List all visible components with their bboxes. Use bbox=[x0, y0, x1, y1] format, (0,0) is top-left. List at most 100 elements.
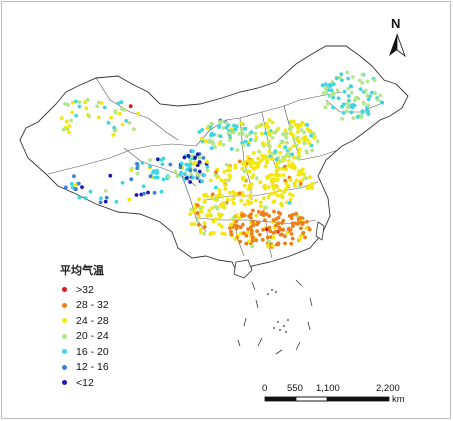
station-dot bbox=[321, 91, 326, 95]
station-dot bbox=[198, 227, 203, 232]
station-dot bbox=[233, 237, 238, 241]
station-dot bbox=[288, 146, 293, 151]
station-dot bbox=[281, 173, 286, 177]
station-dot bbox=[290, 224, 295, 229]
station-dot bbox=[331, 91, 336, 96]
station-dot bbox=[112, 125, 117, 130]
station-dot bbox=[358, 87, 363, 92]
station-dot bbox=[266, 244, 271, 249]
station-dot bbox=[365, 79, 370, 84]
station-dot bbox=[234, 213, 239, 218]
taiwan-island bbox=[315, 221, 325, 241]
station-dot bbox=[270, 243, 275, 248]
station-dot bbox=[217, 141, 222, 146]
station-dot bbox=[305, 219, 309, 224]
station-dot bbox=[239, 231, 243, 236]
station-dot bbox=[83, 196, 88, 201]
station-dot bbox=[292, 155, 296, 160]
station-dot bbox=[278, 188, 282, 193]
station-dot bbox=[220, 194, 225, 199]
station-dot bbox=[246, 227, 251, 232]
station-dot bbox=[241, 143, 246, 148]
station-dot bbox=[256, 210, 261, 214]
station-dot bbox=[296, 151, 301, 156]
station-dot bbox=[213, 204, 218, 209]
station-dot bbox=[103, 199, 108, 204]
station-dot bbox=[249, 228, 254, 233]
legend-label: 16 - 20 bbox=[76, 345, 109, 358]
station-dot bbox=[309, 133, 313, 138]
station-dot bbox=[186, 154, 191, 158]
station-dot bbox=[346, 86, 351, 91]
station-dot bbox=[280, 203, 284, 208]
station-dot bbox=[273, 229, 278, 234]
station-dot bbox=[249, 231, 254, 236]
station-dot bbox=[151, 169, 156, 174]
station-dot bbox=[286, 163, 291, 168]
station-dot bbox=[286, 159, 291, 163]
station-dot bbox=[289, 232, 294, 236]
station-dot bbox=[134, 193, 139, 197]
station-dot bbox=[77, 195, 82, 200]
scale-unit: km bbox=[392, 394, 405, 405]
station-dot bbox=[254, 213, 259, 218]
station-dot bbox=[346, 105, 350, 110]
station-dot bbox=[290, 161, 295, 166]
station-dot bbox=[239, 127, 244, 132]
station-dot bbox=[346, 76, 351, 81]
legend-title: 平均气温 bbox=[60, 264, 104, 277]
station-dot bbox=[106, 120, 111, 125]
station-dot bbox=[294, 178, 299, 183]
legend-label: <12 bbox=[76, 376, 94, 389]
station-dot bbox=[99, 196, 103, 201]
station-dot bbox=[193, 155, 198, 160]
station-dot bbox=[96, 115, 101, 120]
station-dot bbox=[266, 195, 271, 200]
station-dot bbox=[249, 215, 253, 220]
station-dot bbox=[210, 206, 215, 210]
scale-bar bbox=[264, 396, 390, 402]
station-dot bbox=[267, 225, 272, 230]
station-dot bbox=[273, 190, 278, 195]
station-dot bbox=[209, 146, 214, 151]
station-dot bbox=[136, 111, 141, 116]
station-dot bbox=[254, 135, 259, 140]
station-dot bbox=[201, 156, 206, 160]
station-dot bbox=[274, 184, 278, 189]
station-dot bbox=[225, 168, 230, 173]
station-dot bbox=[76, 181, 81, 186]
station-dot bbox=[198, 230, 203, 235]
station-dot bbox=[189, 222, 194, 227]
station-dot bbox=[223, 178, 228, 183]
station-dot bbox=[268, 144, 272, 149]
station-dot bbox=[67, 130, 71, 135]
station-dot bbox=[232, 130, 236, 134]
station-dot bbox=[220, 204, 225, 209]
station-dot bbox=[331, 105, 335, 110]
station-dot bbox=[284, 135, 289, 140]
station-dot bbox=[212, 132, 216, 137]
station-dot bbox=[262, 185, 267, 189]
station-dot bbox=[292, 137, 296, 141]
station-dot bbox=[197, 173, 202, 178]
station-dot bbox=[217, 124, 222, 128]
station-dot bbox=[299, 234, 303, 238]
station-dot bbox=[264, 155, 269, 160]
station-dot bbox=[243, 139, 248, 144]
station-dot bbox=[249, 200, 254, 205]
station-dot bbox=[205, 126, 210, 131]
station-dot bbox=[334, 76, 339, 81]
station-dot bbox=[129, 177, 134, 182]
station-dot bbox=[197, 197, 201, 202]
station-dot bbox=[240, 213, 244, 217]
station-dot bbox=[197, 155, 202, 160]
station-dot bbox=[256, 156, 260, 161]
station-dot bbox=[263, 164, 268, 169]
station-dot bbox=[256, 220, 261, 225]
station-dot bbox=[251, 223, 256, 228]
station-dot bbox=[307, 141, 312, 146]
station-dot bbox=[217, 191, 222, 196]
station-dot bbox=[274, 157, 279, 162]
station-dot bbox=[342, 89, 347, 94]
station-dot bbox=[261, 196, 266, 201]
